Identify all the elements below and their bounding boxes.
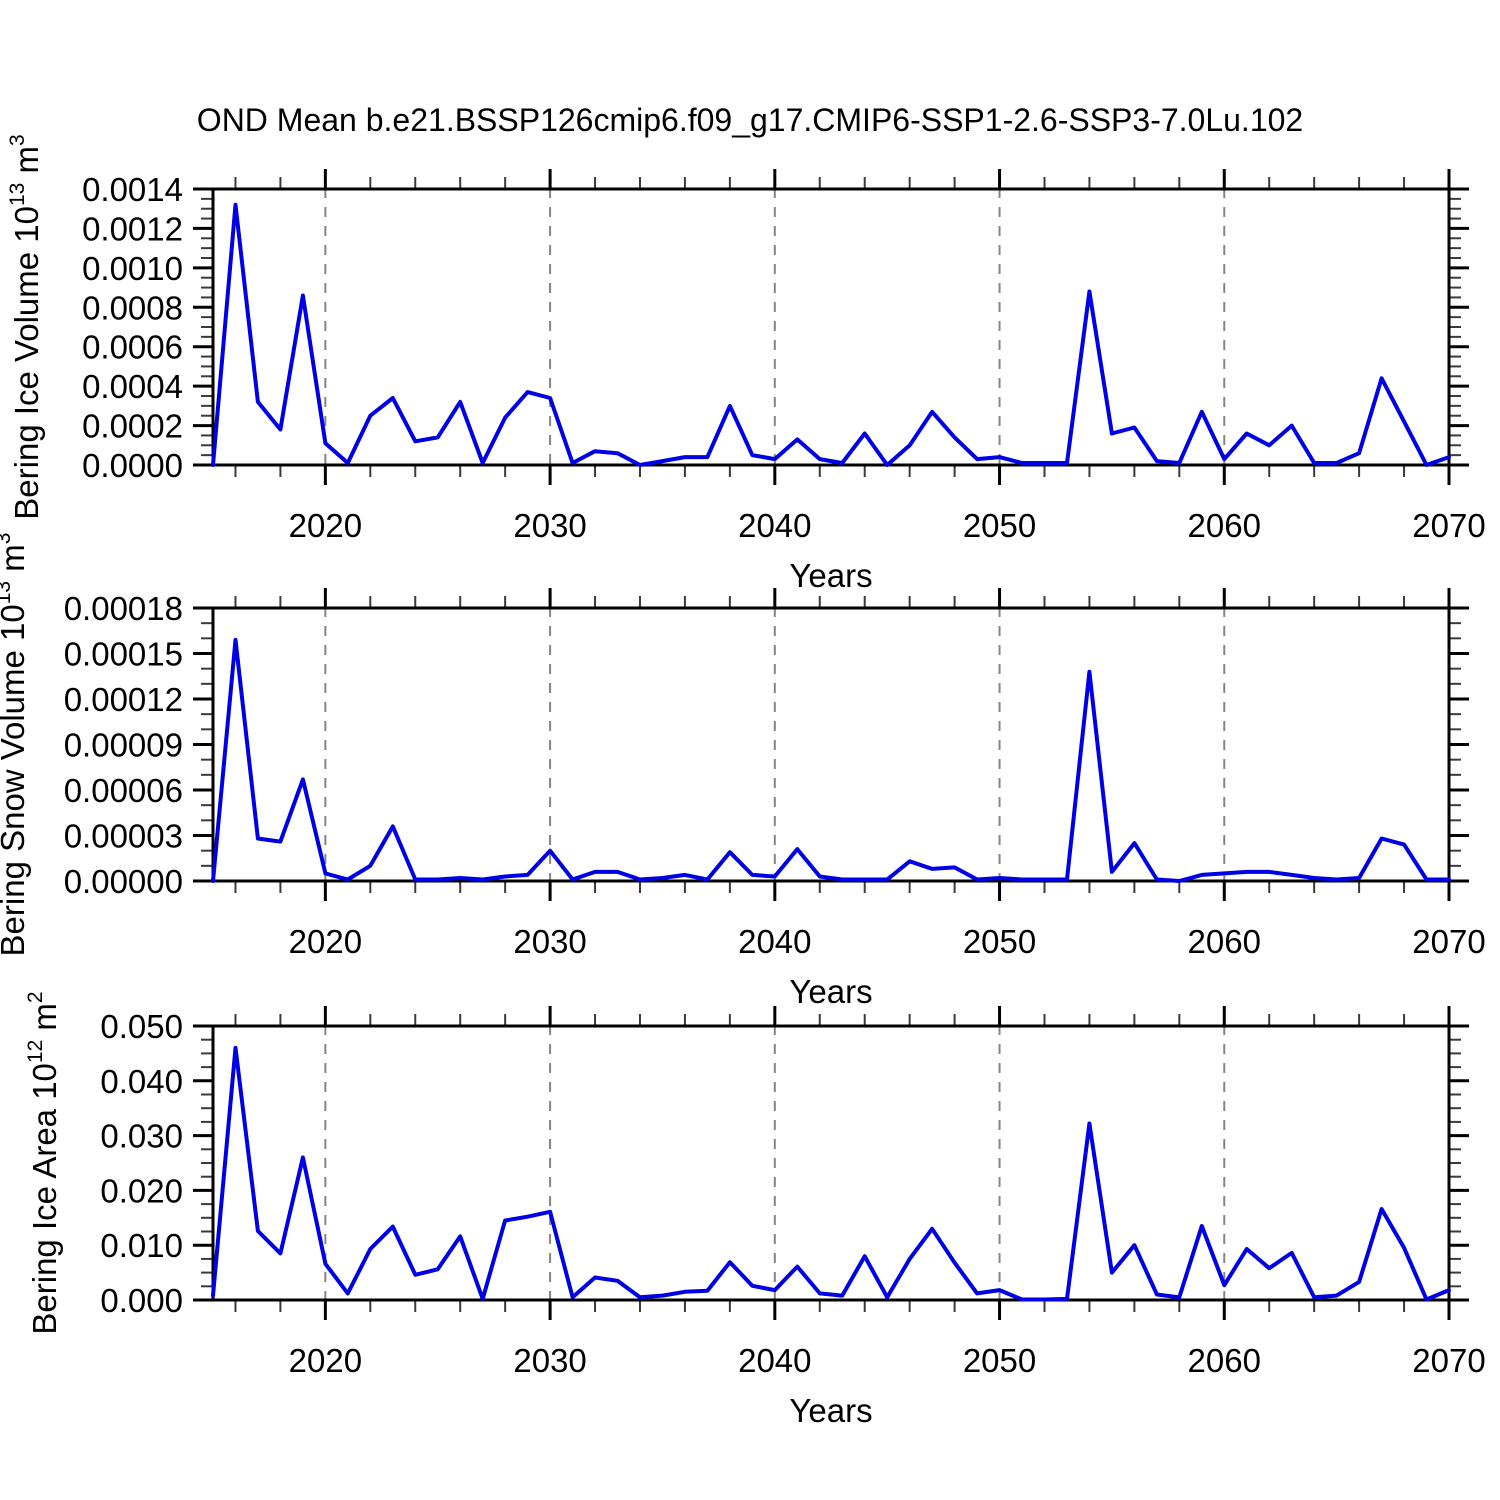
svg-text:2050: 2050 <box>963 507 1036 544</box>
svg-text:0.0000: 0.0000 <box>82 447 183 484</box>
svg-text:2040: 2040 <box>738 923 811 960</box>
panel-bering-ice-volume: 0.00000.00020.00040.00060.00080.00100.00… <box>6 134 1486 594</box>
svg-text:2070: 2070 <box>1412 507 1485 544</box>
decade-gridlines <box>324 1006 1226 1320</box>
svg-text:0.0010: 0.0010 <box>82 250 183 287</box>
svg-text:2040: 2040 <box>738 1342 811 1379</box>
svg-text:0.0002: 0.0002 <box>82 408 183 445</box>
axis-ticks <box>193 588 1469 901</box>
plot-frame <box>211 187 1451 467</box>
svg-text:2050: 2050 <box>963 1342 1036 1379</box>
svg-text:0.050: 0.050 <box>100 1008 183 1045</box>
x-tick-labels: 2020 2030 2040 2050 2060 2070 <box>289 1342 1486 1379</box>
panel-bering-snow-volume: 0.00000 0.00003 0.00006 0.00009 0.00012 0.000… <box>0 533 1486 1010</box>
bering-snow-volume-line <box>211 637 1451 883</box>
svg-text:0.0008: 0.0008 <box>82 289 183 326</box>
decade-gridlines <box>324 588 1226 901</box>
svg-text:0.00018: 0.00018 <box>64 590 183 627</box>
bering-ice-volume-line <box>211 202 1451 467</box>
svg-text:2030: 2030 <box>513 1342 586 1379</box>
x-tick-labels: 2020 2030 2040 2050 2060 2070 <box>289 923 1486 960</box>
y-tick-labels: 0.000 0.010 0.020 0.030 0.040 0.050 <box>100 1008 183 1319</box>
svg-text:0.0014: 0.0014 <box>82 171 183 208</box>
svg-text:0.00006: 0.00006 <box>64 772 183 809</box>
svg-text:0.00015: 0.00015 <box>64 636 183 673</box>
plot-frame <box>211 1024 1451 1302</box>
svg-text:2040: 2040 <box>738 507 811 544</box>
axis-ticks <box>193 169 1469 485</box>
svg-text:2060: 2060 <box>1188 923 1261 960</box>
svg-text:2070: 2070 <box>1412 923 1485 960</box>
svg-text:2060: 2060 <box>1188 507 1261 544</box>
y-tick-labels: 0.00000 0.00003 0.00006 0.00009 0.00012 0.000… <box>64 590 183 900</box>
svg-text:0.040: 0.040 <box>100 1063 183 1100</box>
svg-text:0.00003: 0.00003 <box>64 818 183 855</box>
y-tick-labels: 0.00000.00020.00040.00060.00080.00100.00… <box>82 171 183 484</box>
plot-frame <box>211 606 1451 883</box>
bering-ice-volume-ylabel: Bering Ice Volume 1013 m3 <box>6 134 45 519</box>
axis-ticks <box>193 1006 1469 1320</box>
svg-text:0.030: 0.030 <box>100 1118 183 1155</box>
svg-text:0.000: 0.000 <box>100 1282 183 1319</box>
svg-text:2020: 2020 <box>289 507 362 544</box>
svg-text:2030: 2030 <box>513 923 586 960</box>
svg-text:0.0006: 0.0006 <box>82 329 183 366</box>
svg-text:2060: 2060 <box>1188 1342 1261 1379</box>
decade-gridlines <box>324 169 1226 485</box>
svg-text:2020: 2020 <box>289 1342 362 1379</box>
svg-text:0.00009: 0.00009 <box>64 727 183 764</box>
bering-ice-area-line <box>211 1045 1451 1302</box>
x-axis-title: Years <box>789 557 872 594</box>
chart-title: OND Mean b.e21.BSSP126cmip6.f09_g17.CMIP… <box>196 102 1304 138</box>
x-axis-title: Years <box>789 973 872 1010</box>
x-axis-title: Years <box>789 1392 872 1429</box>
svg-text:2070: 2070 <box>1412 1342 1485 1379</box>
x-tick-labels: 2020 2030 2040 2050 2060 2070 <box>289 507 1486 544</box>
svg-text:0.00012: 0.00012 <box>64 681 183 718</box>
svg-text:2050: 2050 <box>963 923 1036 960</box>
svg-text:0.020: 0.020 <box>100 1172 183 1209</box>
svg-text:0.0012: 0.0012 <box>82 210 183 247</box>
svg-text:0.010: 0.010 <box>100 1227 183 1264</box>
svg-text:2030: 2030 <box>513 507 586 544</box>
bering-snow-volume-ylabel: Bering Snow Volume 1013 m3 <box>0 533 31 957</box>
svg-text:0.00000: 0.00000 <box>64 863 183 900</box>
bering-ice-area-ylabel: Bering Ice Area 1012 m2 <box>24 991 63 1334</box>
svg-text:2020: 2020 <box>289 923 362 960</box>
svg-text:0.0004: 0.0004 <box>82 368 183 405</box>
